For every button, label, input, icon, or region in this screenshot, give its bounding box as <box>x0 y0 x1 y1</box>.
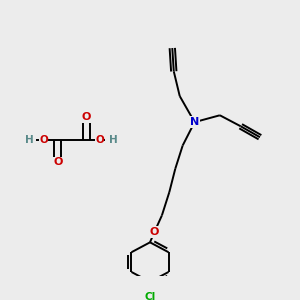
Text: H: H <box>109 135 118 145</box>
Text: N: N <box>190 117 199 127</box>
Text: O: O <box>81 112 91 122</box>
Text: O: O <box>150 227 159 237</box>
Text: O: O <box>95 135 104 145</box>
Text: Cl: Cl <box>144 292 156 300</box>
Text: O: O <box>53 158 62 167</box>
Text: O: O <box>39 135 48 145</box>
Text: H: H <box>25 135 34 145</box>
